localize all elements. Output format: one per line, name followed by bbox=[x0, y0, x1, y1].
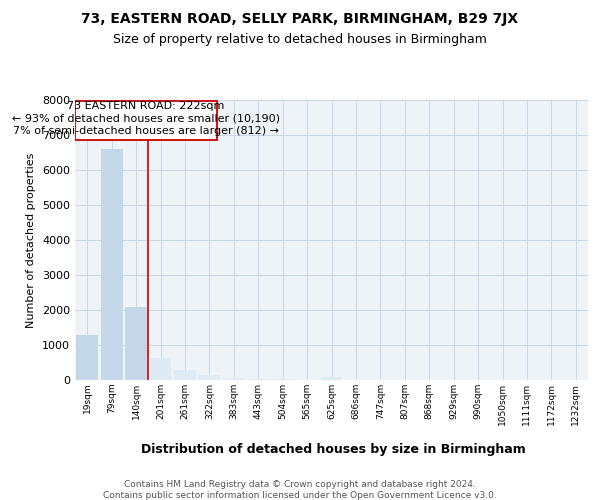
Bar bbox=[320, 377, 343, 380]
Text: ← 93% of detached houses are smaller (10,190): ← 93% of detached houses are smaller (10… bbox=[12, 113, 280, 123]
Bar bbox=[149, 358, 172, 380]
Text: Contains public sector information licensed under the Open Government Licence v3: Contains public sector information licen… bbox=[103, 491, 497, 500]
Y-axis label: Number of detached properties: Number of detached properties bbox=[26, 152, 37, 328]
Bar bbox=[223, 378, 245, 380]
Bar bbox=[76, 334, 98, 380]
Text: 73, EASTERN ROAD, SELLY PARK, BIRMINGHAM, B29 7JX: 73, EASTERN ROAD, SELLY PARK, BIRMINGHAM… bbox=[82, 12, 518, 26]
Text: Distribution of detached houses by size in Birmingham: Distribution of detached houses by size … bbox=[140, 444, 526, 456]
Bar bbox=[101, 149, 122, 380]
Bar bbox=[174, 370, 196, 380]
Bar bbox=[247, 379, 269, 380]
FancyBboxPatch shape bbox=[76, 100, 217, 140]
Text: Size of property relative to detached houses in Birmingham: Size of property relative to detached ho… bbox=[113, 32, 487, 46]
Text: 7% of semi-detached houses are larger (812) →: 7% of semi-detached houses are larger (8… bbox=[13, 126, 279, 136]
Bar bbox=[125, 306, 147, 380]
Bar bbox=[199, 376, 220, 380]
Text: 73 EASTERN ROAD: 222sqm: 73 EASTERN ROAD: 222sqm bbox=[67, 102, 225, 112]
Text: Contains HM Land Registry data © Crown copyright and database right 2024.: Contains HM Land Registry data © Crown c… bbox=[124, 480, 476, 489]
